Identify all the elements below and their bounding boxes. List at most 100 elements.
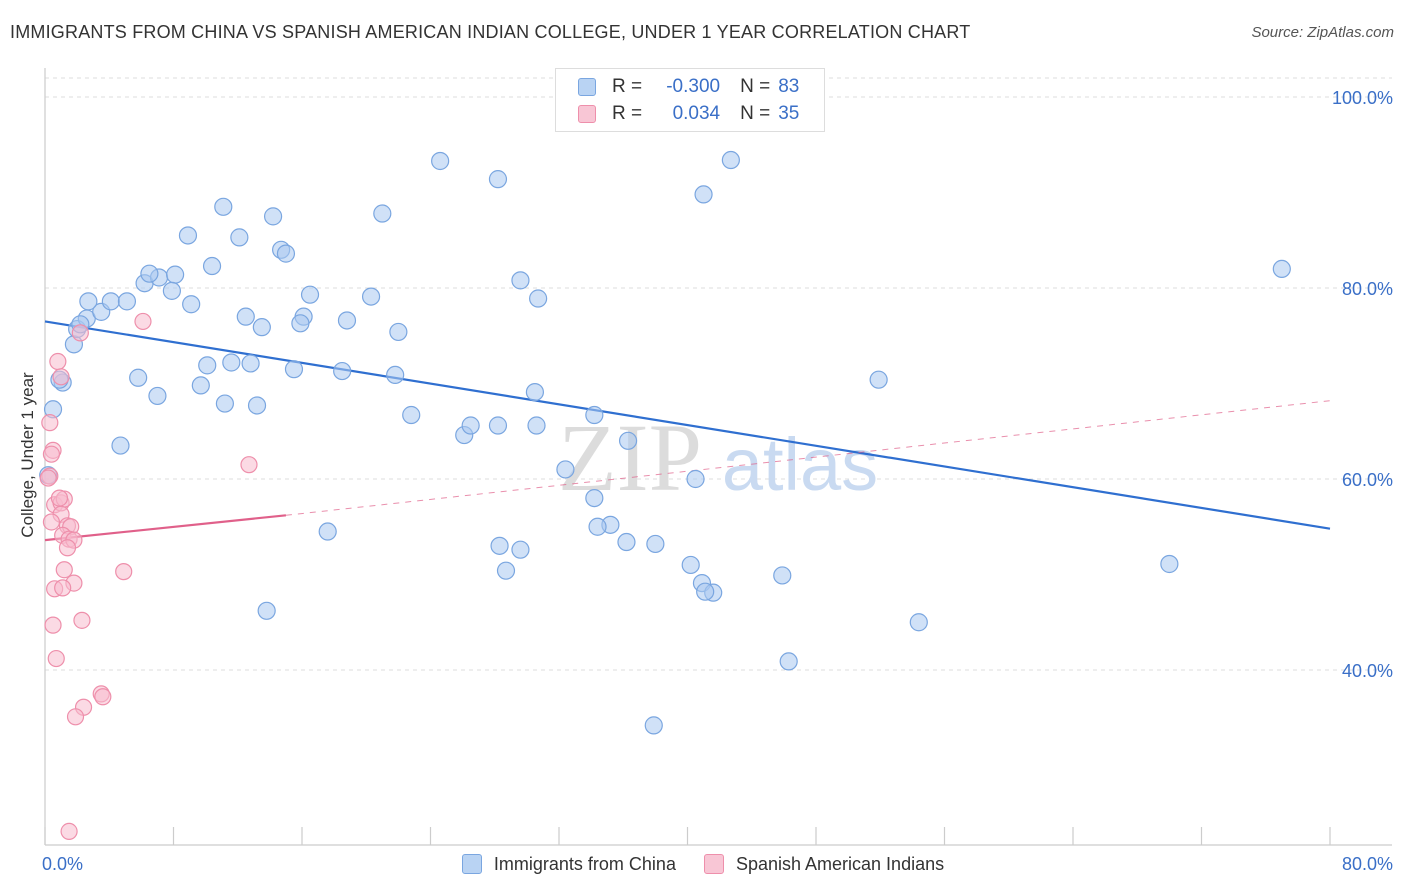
legend-n-value: 83	[778, 76, 800, 97]
data-point-china	[461, 416, 480, 435]
data-point-china	[585, 405, 604, 425]
data-point-china	[686, 469, 705, 489]
data-point-china	[681, 555, 700, 575]
data-point-china	[300, 285, 320, 304]
trend-line-spanish-american-indians	[44, 514, 287, 542]
data-point-spanish-american-indians	[41, 414, 59, 432]
data-point-spanish-american-indians	[66, 708, 85, 726]
data-point-china	[644, 716, 663, 735]
data-point-china	[230, 228, 249, 247]
data-point-china	[214, 197, 233, 216]
data-point-china	[490, 536, 509, 555]
data-point-spanish-american-indians	[240, 456, 258, 474]
legend-row-blue: R = -0.300 N = 83	[578, 75, 799, 99]
legend-n-value: 35	[778, 103, 800, 124]
data-point-china	[257, 601, 276, 620]
data-point-china	[276, 244, 296, 263]
gridlines	[45, 77, 1392, 671]
data-point-spanish-american-indians	[94, 688, 112, 706]
data-point-china	[1272, 259, 1291, 278]
data-point-china	[588, 517, 607, 536]
tick-labels: 100.0% 80.0% 60.0% 40.0% 0.0% 80.0%	[42, 88, 1393, 874]
chart-title: IMMIGRANTS FROM CHINA VS SPANISH AMERICA…	[10, 22, 971, 42]
legend-item-china[interactable]: Immigrants from China	[461, 853, 676, 875]
data-point-china	[148, 386, 167, 406]
data-point-china	[909, 613, 928, 632]
x-tick-label: 0.0%	[42, 854, 83, 874]
y-tick-label: 40.0%	[1342, 661, 1393, 681]
legend-row-pink: R = 0.034 N = 35	[578, 102, 799, 126]
data-point-spanish-american-indians	[42, 513, 61, 531]
data-point-china	[284, 360, 304, 379]
data-point-china	[488, 170, 508, 189]
legend-swatch-china	[461, 854, 482, 874]
data-point-china	[361, 287, 381, 306]
data-point-china	[241, 354, 260, 373]
data-point-spanish-american-indians	[52, 368, 70, 386]
data-point-china	[247, 396, 267, 415]
data-point-china	[236, 307, 255, 326]
data-point-china	[773, 566, 792, 585]
data-point-china	[488, 416, 508, 435]
data-point-china	[525, 382, 545, 402]
legend-item-spanish-american-indians[interactable]: Spanish American Indians	[703, 853, 945, 875]
data-point-china	[1160, 554, 1179, 574]
data-point-spanish-american-indians	[71, 324, 89, 342]
data-point-spanish-american-indians	[115, 563, 133, 581]
data-point-china	[402, 405, 421, 425]
data-point-china	[386, 365, 405, 385]
data-point-china	[556, 460, 575, 479]
y-tick-label: 100.0%	[1332, 88, 1393, 108]
y-axis-label: College, Under 1 year	[18, 372, 37, 538]
data-point-china	[178, 226, 198, 245]
data-point-china	[333, 361, 352, 381]
stats-legend: R = -0.300 N = 83 R = 0.034 N = 35	[555, 68, 825, 132]
data-point-china	[263, 207, 283, 226]
data-point-china	[252, 318, 271, 337]
data-point-china	[527, 416, 546, 435]
data-point-spanish-american-indians	[44, 616, 62, 634]
data-point-china	[215, 394, 234, 413]
data-point-china	[431, 151, 450, 171]
data-point-china	[618, 431, 638, 450]
data-point-spanish-american-indians	[134, 312, 152, 331]
data-point-spanish-american-indians	[39, 469, 57, 487]
legend-r-label: R =	[612, 103, 643, 124]
y-tick-label: 60.0%	[1342, 470, 1393, 490]
legend-label-spanish-american-indians: Spanish American Indians	[735, 853, 945, 874]
data-point-china	[166, 265, 185, 284]
data-point-china	[318, 522, 337, 541]
data-point-china	[198, 356, 217, 375]
data-point-china	[129, 368, 148, 387]
source-label: Source: ZipAtlas.com	[1251, 24, 1394, 41]
data-point-china	[646, 534, 665, 554]
legend-swatch-pink	[578, 105, 596, 123]
data-point-china	[373, 204, 392, 223]
data-point-china	[337, 311, 357, 330]
data-point-china	[511, 540, 530, 559]
trend-lines	[44, 320, 1331, 542]
x-tick-label: 80.0%	[1342, 854, 1393, 874]
data-point-china	[511, 271, 530, 290]
data-point-china	[694, 185, 713, 204]
legend-n-label: N =	[740, 103, 771, 124]
legend-label-china: Immigrants from China	[493, 853, 676, 874]
data-point-china	[162, 281, 181, 300]
y-tick-label: 80.0%	[1342, 279, 1393, 299]
data-point-china	[79, 292, 98, 311]
data-point-spanish-american-indians	[55, 561, 73, 579]
data-point-china	[182, 295, 201, 314]
watermark: ZIP atlas	[558, 404, 878, 511]
legend-r-value: 0.034	[672, 103, 721, 124]
data-point-china	[101, 292, 120, 311]
data-point-china	[291, 314, 310, 333]
trend-line-china	[44, 320, 1331, 530]
data-point-china	[111, 436, 130, 455]
data-point-spanish-american-indians	[49, 352, 67, 371]
data-point-china	[721, 150, 740, 170]
data-point-china	[202, 256, 222, 276]
data-point-china	[389, 322, 408, 342]
legend-swatch-blue	[578, 78, 596, 96]
legend-swatch-spanish-american-indians	[703, 854, 724, 874]
